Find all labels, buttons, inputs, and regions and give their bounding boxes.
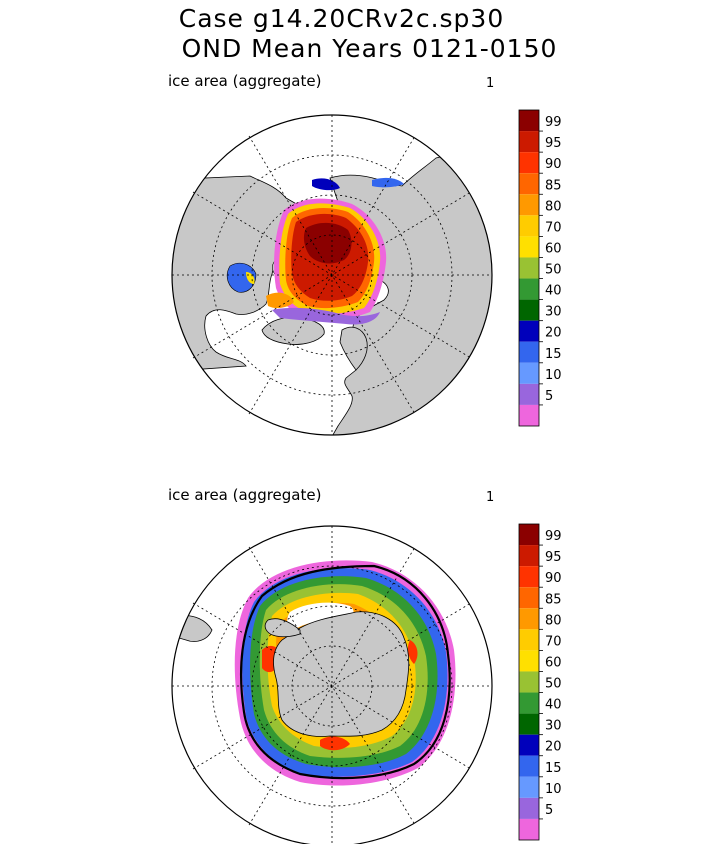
north-colorbar-label: 15 (545, 347, 562, 362)
south-colorbar-label: 20 (545, 740, 562, 755)
south-graticule (172, 526, 492, 844)
north-colorbar-label: 40 (545, 284, 562, 299)
north-colorbar-swatch (519, 194, 539, 216)
north-colorbar: 99 95 90 85 80 70 60 50 40 30 20 15 10 5 (518, 109, 562, 427)
north-colorbar-label: 10 (545, 368, 562, 383)
south-colorbar-swatch (519, 545, 539, 567)
north-colorbar-label: 50 (545, 263, 562, 278)
south-colorbar-label: 80 (545, 613, 562, 628)
south-colorbar-label: 40 (545, 698, 562, 713)
south-colorbar-swatch (519, 587, 539, 609)
north-colorbar-label: 90 (545, 157, 562, 172)
south-panel-index: 1 (486, 490, 495, 505)
north-colorbar-swatch (519, 215, 539, 237)
south-colorbar-label: 15 (545, 761, 562, 776)
south-colorbar-swatch (519, 566, 539, 588)
south-colorbar-label: 85 (545, 592, 562, 607)
south-polar-map (171, 525, 493, 844)
south-colorbar-label: 30 (545, 719, 562, 734)
north-colorbar-swatch (519, 404, 539, 426)
north-panel-label: ice area (aggregate) (168, 72, 322, 90)
south-colorbar-swatch (519, 524, 539, 546)
north-colorbar-label: 5 (545, 389, 553, 404)
south-colorbar-swatch (519, 734, 539, 756)
plot-title-case: Case g14.20CRv2c.sp30 (178, 4, 505, 33)
south-land-peninsula (264, 618, 301, 638)
south-colorbar-swatch (519, 608, 539, 630)
north-colorbar-swatch (519, 278, 539, 300)
south-colorbar-swatch (519, 818, 539, 840)
south-colorbar-swatch (519, 755, 539, 777)
north-colorbar-swatch (519, 257, 539, 279)
south-colorbar-label: 50 (545, 677, 562, 692)
south-colorbar-label: 70 (545, 634, 562, 649)
south-colorbar-swatch (519, 797, 539, 819)
north-colorbar-label: 30 (545, 305, 562, 320)
north-map-border (171, 114, 493, 436)
north-sea-ice (226, 177, 404, 325)
north-colorbar-swatch (519, 236, 539, 258)
south-colorbar: 99 95 90 85 80 70 60 50 40 30 20 15 10 5 (518, 523, 562, 841)
north-colorbar-label: 99 (545, 115, 562, 130)
north-colorbar-swatch (519, 173, 539, 195)
north-colorbar-swatch (519, 299, 539, 321)
north-colorbar-frame (518, 109, 540, 427)
plot-title-period: OND Mean Years 0121-0150 (181, 34, 558, 63)
south-land-australia (429, 803, 492, 844)
north-graticule (172, 115, 492, 435)
north-colorbar-label: 85 (545, 178, 562, 193)
north-colorbar-swatch (519, 362, 539, 384)
north-panel-index: 1 (486, 76, 495, 91)
south-map-border (171, 525, 493, 844)
north-colorbar-label: 95 (545, 136, 562, 151)
south-colorbar-label: 90 (545, 571, 562, 586)
north-colorbar-swatch (519, 131, 539, 153)
north-colorbar-swatch (519, 152, 539, 174)
north-colorbar-label: 70 (545, 220, 562, 235)
south-colorbar-swatch (519, 692, 539, 714)
south-colorbar-frame (518, 523, 540, 841)
south-colorbar-label: 60 (545, 655, 562, 670)
north-polar-map (171, 114, 493, 436)
south-panel-label: ice area (aggregate) (168, 486, 322, 504)
north-colorbar-label: 20 (545, 326, 562, 341)
south-colorbar-swatch (519, 776, 539, 798)
south-colorbar-swatch (519, 713, 539, 735)
north-colorbar-swatch (519, 341, 539, 363)
north-colorbar-swatch (519, 320, 539, 342)
south-colorbar-swatch (519, 671, 539, 693)
south-colorbar-label: 10 (545, 782, 562, 797)
south-colorbar-swatch (519, 650, 539, 672)
south-colorbar-label: 99 (545, 529, 562, 544)
south-colorbar-label: 5 (545, 803, 553, 818)
south-ice-edge-contour (240, 564, 451, 780)
south-colorbar-label: 95 (545, 550, 562, 565)
north-colorbar-swatch (519, 110, 539, 132)
north-colorbar-label: 60 (545, 241, 562, 256)
north-colorbar-label: 80 (545, 199, 562, 214)
north-colorbar-swatch (519, 383, 539, 405)
south-colorbar-swatch (519, 629, 539, 651)
